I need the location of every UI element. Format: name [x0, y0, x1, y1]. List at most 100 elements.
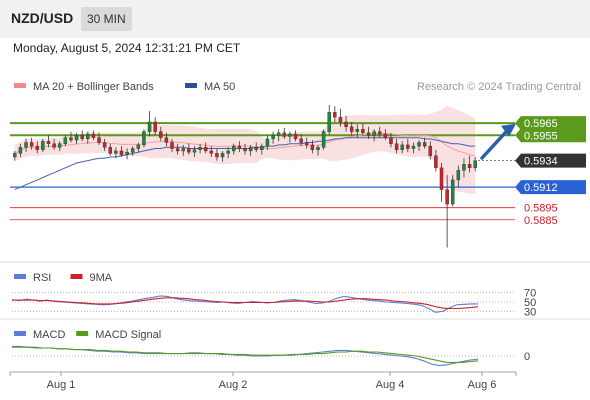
candle-body [349, 126, 354, 132]
candle [74, 132, 79, 144]
candle [333, 106, 337, 122]
candle-body [293, 133, 298, 140]
candle-body [220, 153, 225, 158]
candle [237, 141, 242, 153]
candle-body [125, 151, 129, 155]
candle [372, 129, 376, 142]
candle [13, 150, 17, 161]
candle [417, 140, 421, 151]
candle [192, 146, 197, 157]
candle-body [271, 135, 275, 140]
level-tag-pivot [515, 180, 586, 195]
candle-body [237, 145, 242, 149]
candle-body [52, 143, 56, 148]
candle-body [265, 138, 270, 147]
timeframe-button[interactable]: 30 MIN [81, 7, 132, 31]
macd-legend-label: MACD Signal [95, 329, 161, 341]
candle-body [41, 141, 45, 150]
candle [389, 132, 393, 148]
candle-body [198, 147, 202, 150]
candle-body [97, 137, 101, 143]
candle-body [57, 143, 62, 148]
candle-body [417, 142, 421, 147]
level-tag-resistance [515, 128, 586, 143]
candle-body [63, 137, 68, 144]
candle [215, 148, 219, 161]
candle [276, 129, 281, 142]
candle [265, 135, 270, 150]
macd-legend-swatch [76, 331, 89, 336]
macd-series-line [12, 345, 479, 367]
candle [316, 144, 320, 156]
candle-body [232, 145, 236, 152]
candle-body [288, 133, 292, 137]
candle-body [108, 147, 112, 154]
candle [299, 134, 303, 147]
candle-body [69, 137, 73, 141]
x-tick-label: Aug 2 [219, 379, 248, 391]
candle [243, 143, 247, 155]
candle [439, 163, 444, 202]
candle-body [119, 150, 124, 155]
rsi-tick-label: 70 [524, 288, 536, 300]
forecast-arrow-head [501, 123, 516, 137]
candle-body [209, 150, 214, 154]
candle-body [13, 153, 17, 158]
candle-body [389, 137, 393, 144]
candle [175, 143, 180, 155]
candle-body [473, 160, 477, 169]
candle-body [333, 112, 337, 118]
candle-body [394, 143, 399, 150]
candle [86, 131, 90, 144]
candle-body [29, 142, 34, 147]
candle-body [24, 142, 28, 148]
candle [406, 138, 410, 153]
candle-body [338, 116, 343, 123]
candle [271, 131, 275, 144]
candle-body [361, 129, 365, 134]
candle-body [406, 144, 410, 149]
candle-body [164, 137, 169, 143]
candle [411, 142, 416, 154]
candle [102, 138, 107, 151]
candle [456, 165, 461, 188]
candle-body [344, 121, 348, 127]
header-bar: NZD/USD 30 MIN [0, 0, 590, 38]
candle [119, 146, 124, 157]
candle [400, 141, 404, 154]
candle [327, 105, 331, 136]
candle-body [74, 135, 79, 141]
x-tick-label: Aug 6 [468, 379, 497, 391]
candle [310, 140, 315, 154]
candle-body [327, 112, 331, 132]
candle [18, 143, 23, 157]
candle [232, 143, 236, 155]
rsi-legend-swatch [14, 274, 26, 279]
candle-body [366, 132, 371, 136]
candle [164, 132, 169, 147]
candle-body [114, 150, 118, 154]
level-tag-resistance [515, 116, 586, 131]
candle-body [159, 131, 163, 138]
candle-body [305, 142, 309, 146]
rsi-tick-label: 30 [524, 306, 536, 318]
candle [366, 126, 371, 139]
candle [260, 143, 264, 155]
legend-label: MA 20 + Bollinger Bands [33, 81, 154, 93]
candle [254, 142, 258, 153]
candle [35, 141, 40, 154]
candle-body [254, 147, 258, 150]
candle-body [467, 164, 472, 169]
macd-series-line [12, 346, 479, 363]
rsi-legend-label: 9MA [90, 272, 113, 284]
candle [445, 175, 449, 248]
candle-body [35, 145, 40, 150]
candle [29, 137, 34, 150]
candle [203, 142, 208, 154]
candle-body [310, 144, 315, 150]
candle-body [276, 132, 281, 136]
level-label: 0.5912 [524, 182, 558, 194]
candle-body [243, 148, 247, 152]
candle-body [18, 147, 23, 154]
